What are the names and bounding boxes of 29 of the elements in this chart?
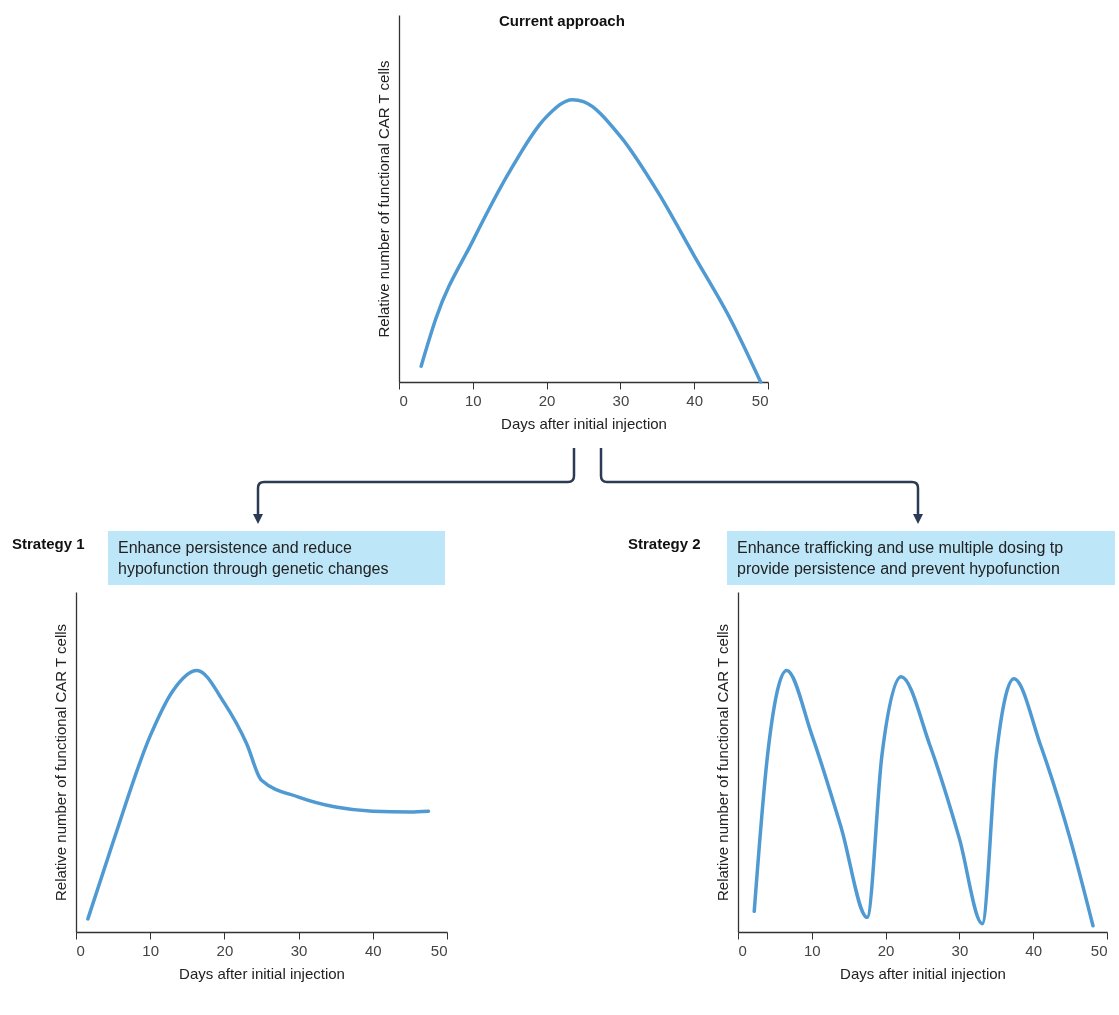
y-axis-title: Relative number of functional CAR T cells [713,623,731,902]
x-tick-label: 50 [430,941,448,959]
x-tick-label: 20 [538,391,556,409]
x-tick-label: 50 [751,391,769,409]
x-tick-label: 20 [216,941,234,959]
x-tick-label: 10 [464,391,482,409]
x-tick-label: 40 [1025,941,1043,959]
x-axis-title: Days after initial injection [179,964,345,982]
x-axis-title: Days after initial injection [501,414,667,432]
x-tick-label: 0 [76,941,85,959]
x-tick-label: 10 [803,941,821,959]
chart-subtitle: Enhance persistence and reduce hypofunction through genetic changes [108,531,445,585]
chart-subtitle: Enhance trafficking and use multiple dosing tp provide persistence and prevent hypofunction [727,531,1115,585]
chart-title: Strategy 2 [628,535,701,552]
x-tick-label: 40 [686,391,704,409]
x-tick-label: 20 [877,941,895,959]
x-tick-label: 0 [399,391,408,409]
x-tick-label: 40 [364,941,382,959]
x-tick-label: 30 [290,941,308,959]
x-tick-label: 30 [612,391,630,409]
x-axis-title: Days after initial injection [840,964,1006,982]
chart-title: Current approach [499,12,625,29]
chart-title: Strategy 1 [12,535,85,552]
x-tick-label: 0 [738,941,747,959]
x-tick-label: 50 [1090,941,1108,959]
x-tick-label: 10 [142,941,160,959]
y-axis-title: Relative number of functional CAR T cells [374,60,392,338]
y-axis-title: Relative number of functional CAR T cells [51,623,69,902]
x-tick-label: 30 [951,941,969,959]
